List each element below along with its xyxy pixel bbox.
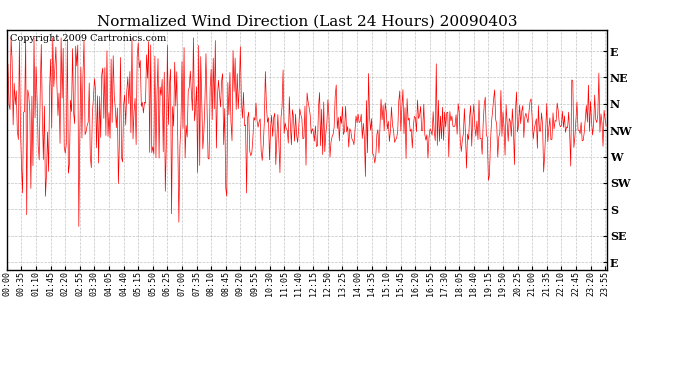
Text: Copyright 2009 Cartronics.com: Copyright 2009 Cartronics.com	[10, 34, 166, 43]
Title: Normalized Wind Direction (Last 24 Hours) 20090403: Normalized Wind Direction (Last 24 Hours…	[97, 15, 518, 29]
